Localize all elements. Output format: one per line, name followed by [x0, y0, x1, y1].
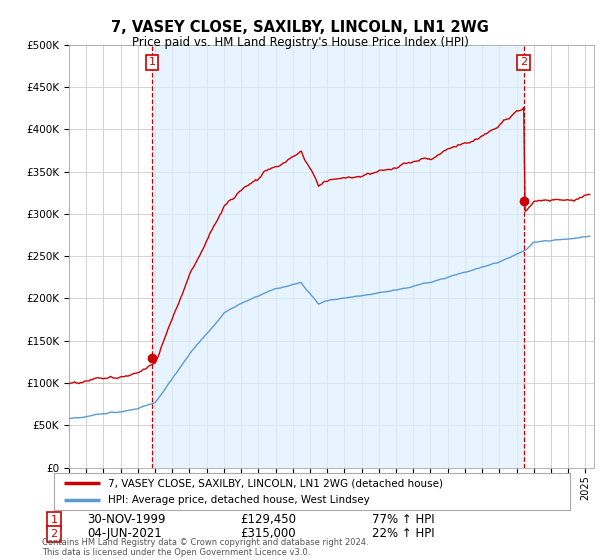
Text: Contains HM Land Registry data © Crown copyright and database right 2024.
This d: Contains HM Land Registry data © Crown c…: [42, 538, 368, 557]
Text: Price paid vs. HM Land Registry's House Price Index (HPI): Price paid vs. HM Land Registry's House …: [131, 36, 469, 49]
Text: 30-NOV-1999: 30-NOV-1999: [87, 513, 166, 526]
Text: 22% ↑ HPI: 22% ↑ HPI: [372, 527, 434, 540]
Text: £129,450: £129,450: [240, 513, 296, 526]
Text: HPI: Average price, detached house, West Lindsey: HPI: Average price, detached house, West…: [108, 495, 370, 505]
Text: 7, VASEY CLOSE, SAXILBY, LINCOLN, LN1 2WG (detached house): 7, VASEY CLOSE, SAXILBY, LINCOLN, LN1 2W…: [108, 478, 443, 488]
Text: 1: 1: [50, 515, 58, 525]
Text: £315,000: £315,000: [240, 527, 296, 540]
Text: 04-JUN-2021: 04-JUN-2021: [87, 527, 162, 540]
Text: 2: 2: [520, 58, 527, 68]
Text: 2: 2: [50, 529, 58, 539]
Text: 7, VASEY CLOSE, SAXILBY, LINCOLN, LN1 2WG: 7, VASEY CLOSE, SAXILBY, LINCOLN, LN1 2W…: [111, 20, 489, 35]
Text: 1: 1: [149, 58, 155, 68]
Text: 77% ↑ HPI: 77% ↑ HPI: [372, 513, 434, 526]
Bar: [152, 45, 524, 468]
